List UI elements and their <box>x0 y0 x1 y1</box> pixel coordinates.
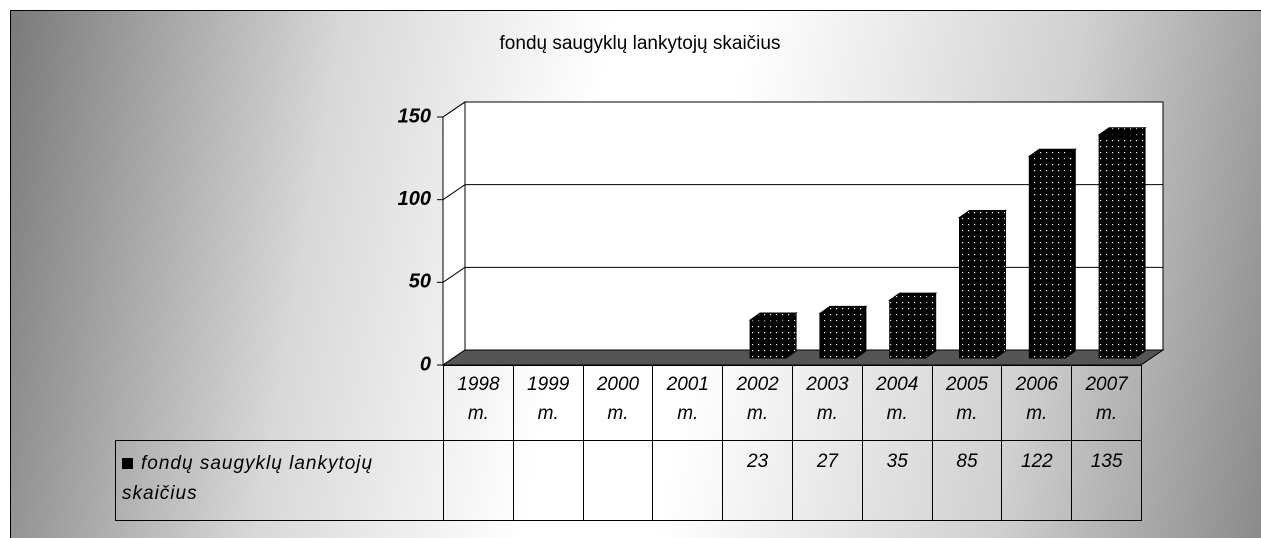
value-label: 135 <box>1090 451 1123 472</box>
value-cell <box>582 440 654 521</box>
bar-side <box>1064 148 1076 359</box>
category-cell: 2006 m. <box>1001 365 1073 441</box>
bar-side <box>995 209 1006 359</box>
category-cell: 2000 m. <box>582 365 654 441</box>
y-tick-label: 150 <box>398 105 431 127</box>
x-tick-label: 2006 m. <box>1015 374 1058 424</box>
value-cell: 35 <box>861 440 933 521</box>
side-wall <box>442 101 466 366</box>
legend-cell: fondų saugyklų lankytojų skaičius <box>115 440 444 521</box>
value-cell <box>443 440 514 521</box>
value-cell <box>512 440 584 521</box>
value-cell: 27 <box>792 440 863 521</box>
bar-side <box>855 305 867 359</box>
y-tick-label: 100 <box>398 188 431 210</box>
grid-line <box>442 266 466 283</box>
category-cell: 2007 m. <box>1071 365 1142 441</box>
category-cell: 1999 m. <box>512 365 584 441</box>
value-cell: 135 <box>1071 440 1142 521</box>
category-cell: 2005 m. <box>931 365 1003 441</box>
bar <box>749 319 787 359</box>
category-cell: 1998 m. <box>443 365 514 441</box>
bar-side <box>1134 126 1146 359</box>
value-cell: 23 <box>722 440 793 521</box>
value-cell <box>652 440 724 521</box>
category-cell: 2001 m. <box>652 365 724 441</box>
bar <box>819 312 857 359</box>
category-cell: 2003 m. <box>792 365 863 441</box>
value-label: 23 <box>747 451 769 472</box>
value-cell: 85 <box>931 440 1003 521</box>
value-cell: 122 <box>1001 440 1073 521</box>
x-tick-label: 2004 m. <box>876 374 919 424</box>
y-tick-label: 0 <box>420 353 431 375</box>
value-label: 27 <box>816 451 838 472</box>
legend-label: fondų saugyklų lankytojų skaičius <box>122 453 374 504</box>
value-label: 85 <box>956 451 978 472</box>
x-tick-label: 2003 m. <box>806 374 849 424</box>
bar <box>1028 155 1066 359</box>
x-tick-label: 2007 m. <box>1085 374 1128 424</box>
chart-title: fondų saugyklų lankytojų skaičius <box>500 33 781 54</box>
value-label: 35 <box>886 451 908 472</box>
bar-side <box>785 312 797 359</box>
x-tick-label: 1999 m. <box>527 374 570 424</box>
x-tick-label: 2001 m. <box>666 374 709 424</box>
grid-line <box>442 101 466 118</box>
category-cell: 2004 m. <box>861 365 933 441</box>
legend-swatch <box>122 458 133 470</box>
grid-line <box>442 184 466 201</box>
bar <box>889 299 927 359</box>
bar-side <box>925 292 937 359</box>
bar <box>1098 134 1136 359</box>
x-tick-label: 1998 m. <box>457 374 500 424</box>
x-tick-label: 2000 m. <box>596 374 640 424</box>
y-tick-label: 50 <box>409 271 431 293</box>
value-label: 122 <box>1020 451 1053 472</box>
x-tick-label: 2005 m. <box>945 374 989 424</box>
bar <box>959 216 996 359</box>
category-cell: 2002 m. <box>722 365 793 441</box>
x-tick-label: 2002 m. <box>736 374 779 424</box>
